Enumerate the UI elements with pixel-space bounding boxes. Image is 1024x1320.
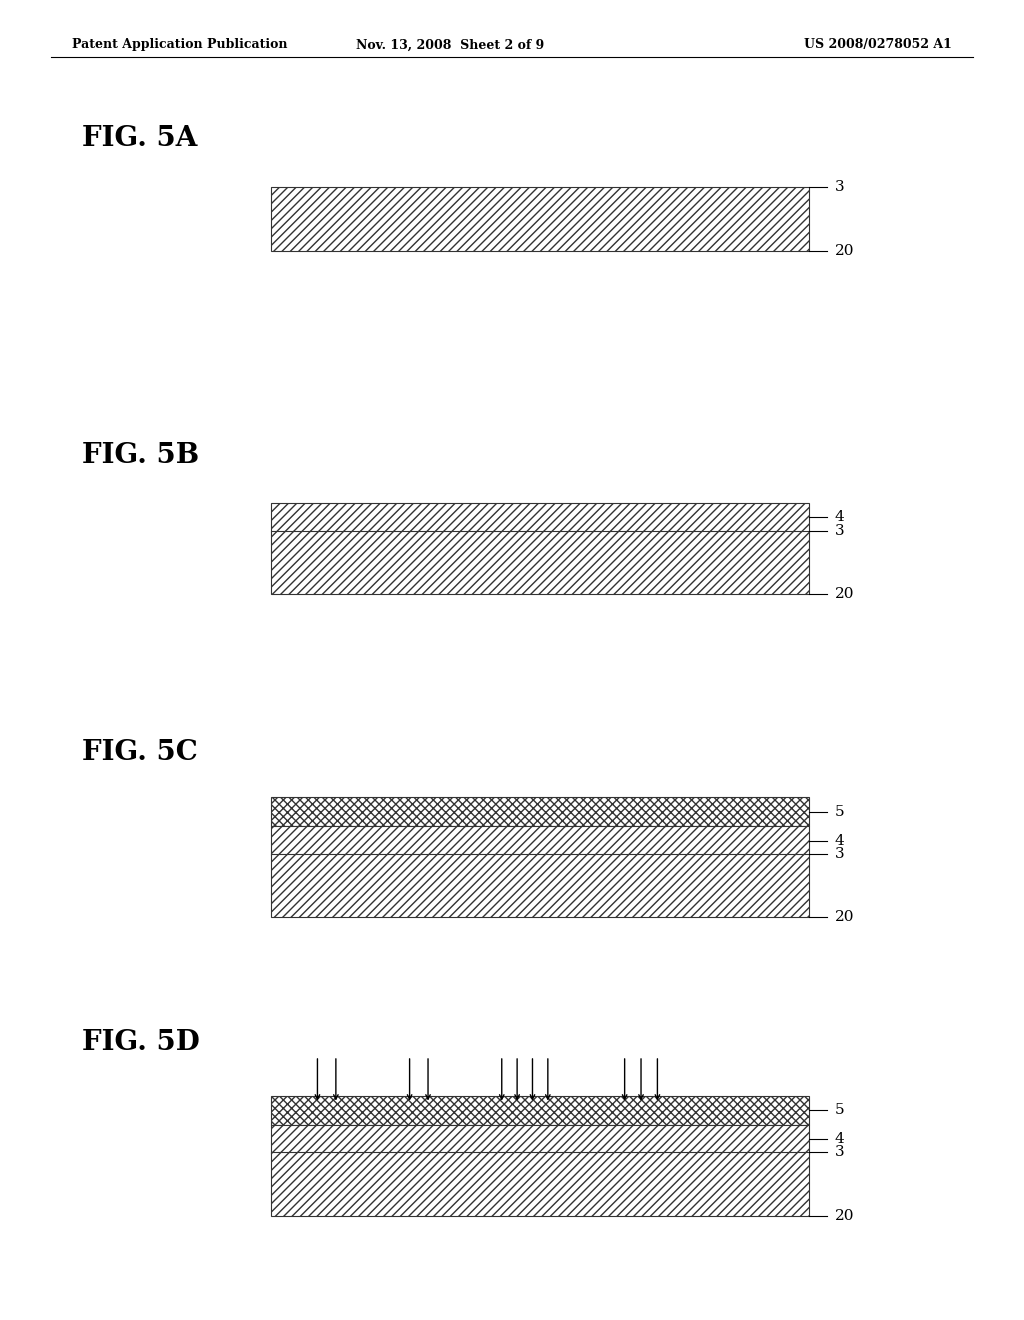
Text: 3: 3 [835, 524, 844, 537]
Text: 20: 20 [835, 587, 854, 601]
Text: 5: 5 [835, 1104, 844, 1117]
Bar [271, 503, 809, 532]
Text: FIG. 5B: FIG. 5B [82, 442, 199, 469]
Bar [271, 1125, 809, 1154]
Bar [271, 531, 809, 594]
Bar [271, 1152, 809, 1216]
Text: 5: 5 [835, 805, 844, 818]
Text: FIG. 5D: FIG. 5D [82, 1030, 200, 1056]
Text: 3: 3 [835, 1146, 844, 1159]
Bar [271, 187, 809, 251]
Bar [271, 826, 809, 855]
Text: 3: 3 [835, 181, 844, 194]
Text: 20: 20 [835, 244, 854, 257]
Text: 4: 4 [835, 1133, 845, 1146]
Text: 20: 20 [835, 1209, 854, 1222]
Text: 4: 4 [835, 834, 845, 847]
Text: FIG. 5C: FIG. 5C [82, 739, 198, 766]
Text: Nov. 13, 2008  Sheet 2 of 9: Nov. 13, 2008 Sheet 2 of 9 [356, 38, 545, 51]
Text: Patent Application Publication: Patent Application Publication [72, 38, 287, 51]
Text: US 2008/0278052 A1: US 2008/0278052 A1 [805, 38, 952, 51]
Bar [271, 1096, 809, 1125]
Text: FIG. 5A: FIG. 5A [82, 125, 198, 152]
Text: 20: 20 [835, 911, 854, 924]
Text: 4: 4 [835, 511, 845, 524]
Bar [271, 797, 809, 826]
Text: 3: 3 [835, 847, 844, 861]
Bar [271, 854, 809, 917]
